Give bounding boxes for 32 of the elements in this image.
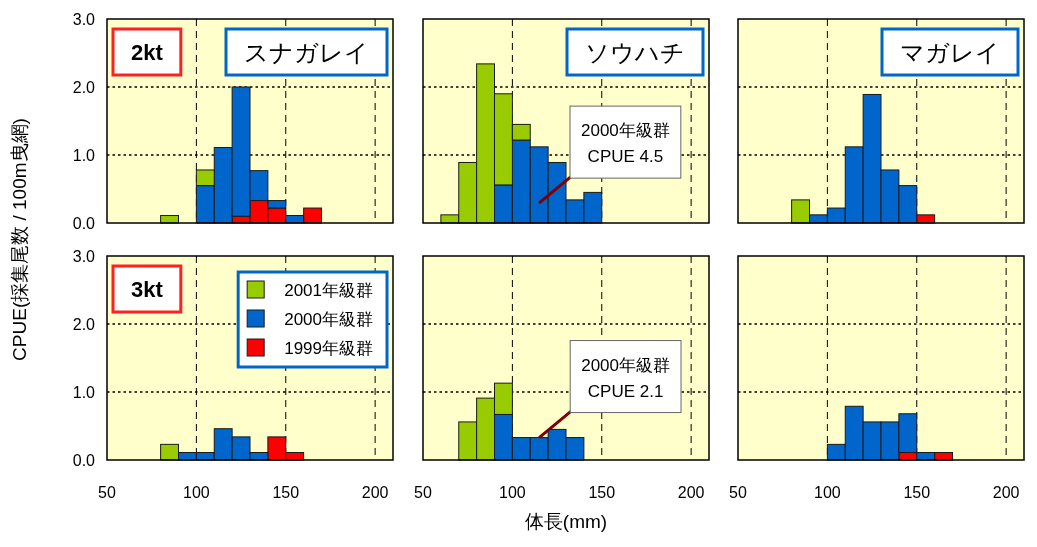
y-tick-label: 1.0 — [72, 384, 96, 401]
x-tick-label: 100 — [183, 484, 210, 501]
legend-label: 1999年級群 — [284, 339, 373, 358]
x-tick-label: 200 — [992, 484, 1020, 501]
text: 2kt — [131, 39, 164, 65]
x-tick-label: 100 — [814, 484, 841, 501]
x-tick-label: 200 — [677, 484, 705, 501]
x-tick-label: 150 — [903, 484, 931, 501]
y-tick-label: 1.0 — [72, 147, 96, 164]
x-tick-label: 50 — [98, 484, 116, 501]
x-tick-label: 50 — [414, 484, 432, 501]
text: マガレイ — [900, 38, 1000, 66]
y-tick-label: 3.0 — [72, 248, 96, 265]
legend-label: 2001年級群 — [284, 281, 373, 300]
y-tick-label: 0.0 — [72, 215, 96, 232]
x-tick-label: 100 — [499, 484, 526, 501]
x-tick-label: 50 — [729, 484, 747, 501]
x-tick-label: 150 — [272, 484, 300, 501]
y-tick-label: 2.0 — [72, 316, 96, 333]
annotation: 2000年級群 CPUE 4.5 — [581, 121, 670, 167]
text: スナガレイ — [244, 38, 369, 66]
y-axis-title: CPUE(採集尾数 / 100m曳網) — [9, 118, 30, 361]
y-tick-label: 3.0 — [72, 11, 96, 28]
y-tick-label: 0.0 — [72, 452, 96, 469]
text: ソウハチ — [585, 38, 685, 66]
y-tick-label: 2.0 — [72, 79, 96, 96]
x-tick-label: 150 — [588, 484, 616, 501]
x-axis-title: 体長(mm) — [524, 511, 608, 532]
legend-label: 2000年級群 — [284, 310, 373, 329]
x-tick-label: 200 — [361, 484, 389, 501]
annotation: 2000年級群 CPUE 2.1 — [581, 355, 671, 401]
text: 3kt — [131, 276, 164, 302]
